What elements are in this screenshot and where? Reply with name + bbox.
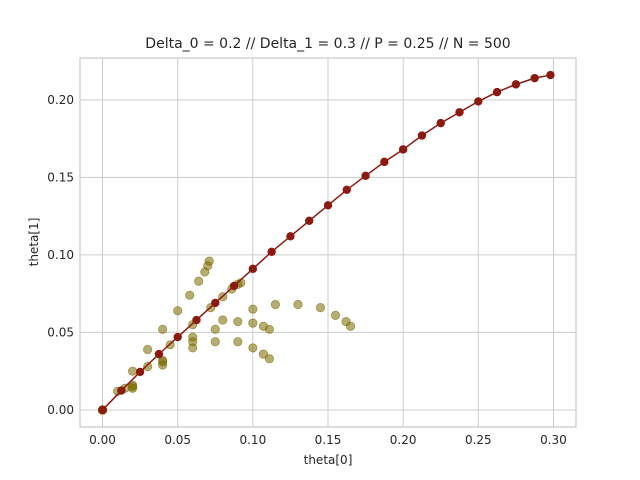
data-point [530,73,539,83]
data-point [455,108,464,117]
data-point [323,201,333,210]
data-point [264,324,274,334]
data-point [154,349,164,359]
y-tick-label: 0.15 [47,170,74,184]
data-point [158,324,168,334]
data-point [436,118,445,128]
data-point [342,185,351,194]
data-point [143,361,153,372]
data-point [204,256,214,266]
data-point [286,232,295,241]
data-point [210,324,220,334]
chart-title: Delta_0 = 0.2 // Delta_1 = 0.3 // P = 0.… [145,36,510,52]
x-tick-label: 0.05 [164,433,191,447]
series-layer [97,70,555,415]
data-point [233,316,243,327]
data-point [218,315,228,325]
data-point [511,80,521,89]
data-point [233,337,243,347]
data-point [345,321,356,331]
data-point [173,332,182,342]
data-point [98,405,107,415]
data-point [264,354,274,364]
data-point [173,306,183,316]
x-tick-label: 0.30 [540,433,567,447]
data-point [248,304,258,314]
tick-labels: 0.00 0.05 0.10 0.15 0.20 0.25 0.30 0.00 0.05 0.10… [47,93,567,447]
data-point [305,216,314,225]
data-point [267,247,276,257]
data-point [248,264,258,274]
data-point [248,343,258,353]
plot-frame [79,57,577,428]
data-point [117,386,126,395]
x-tick-label: 0.15 [315,433,342,447]
data-point [361,171,370,181]
data-point [135,367,145,377]
x-tick-label: 0.25 [465,433,492,447]
x-tick-label: 0.20 [390,433,417,447]
y-tick-label: 0.10 [47,248,74,262]
data-point [128,383,138,393]
data-point [315,303,326,313]
x-tick-label: 0.00 [89,433,116,447]
data-point [398,145,408,154]
data-point [192,315,201,325]
y-axis-label: theta[1] [27,218,41,267]
data-point [474,97,483,106]
grid [80,58,576,427]
y-tick-label: 0.05 [47,325,74,339]
data-point [128,366,138,376]
data-point [330,310,341,320]
data-point [380,157,389,167]
series-0 [98,70,555,415]
data-point [417,131,427,140]
data-point [194,276,204,286]
data-point [270,299,280,310]
data-point [248,318,258,328]
data-point [188,343,198,353]
x-tick-label: 0.10 [239,433,266,447]
x-axis-label: theta[0] [304,453,353,467]
data-point [210,337,220,347]
data-point [143,344,153,355]
data-point [492,87,502,97]
data-point [211,298,220,308]
data-point [258,349,268,359]
data-point [546,70,555,80]
data-point [293,299,303,310]
data-point [185,290,195,300]
y-tick-label: 0.20 [47,93,74,107]
y-tick-label: 0.00 [47,403,74,417]
data-point [158,360,168,370]
data-point [229,281,239,291]
